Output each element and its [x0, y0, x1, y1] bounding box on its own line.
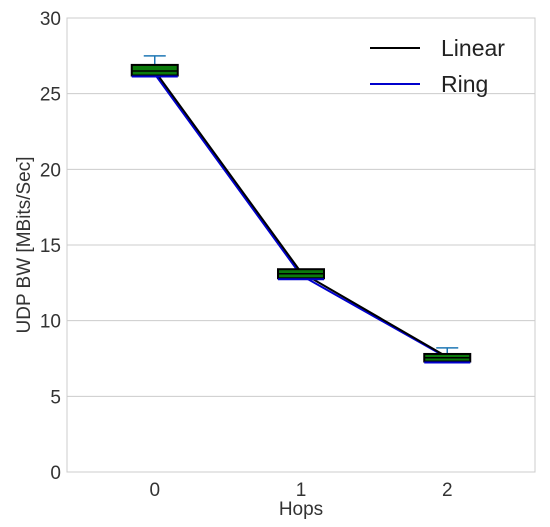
y-tick-label: 20 — [40, 160, 61, 181]
x-axis-label: Hops — [279, 499, 323, 520]
y-tick-label: 15 — [40, 236, 61, 257]
x-tick-label: 2 — [442, 480, 453, 501]
x-tick-label: 0 — [149, 480, 160, 501]
box-body — [130, 63, 179, 77]
y-tick-label: 5 — [50, 387, 61, 408]
y-axis-ticks: 0 5 10 15 20 25 30 — [40, 9, 61, 484]
legend: Linear Ring — [370, 35, 505, 97]
x-tick-label: 1 — [296, 480, 307, 501]
plot-frame — [66, 17, 536, 473]
y-axis-label: UDP BW [MBits/Sec] — [14, 156, 35, 333]
series-lines — [153, 70, 448, 359]
legend-label-ring: Ring — [441, 71, 488, 97]
y-tick-label: 0 — [50, 463, 61, 484]
box-plots — [130, 55, 472, 364]
y-tick-label: 10 — [40, 312, 61, 333]
x-axis-ticks: 0 1 2 — [149, 480, 452, 501]
y-tick-label: 25 — [40, 85, 61, 106]
series-line-ring — [153, 73, 448, 359]
legend-label-linear: Linear — [441, 35, 505, 61]
y-tick-label: 30 — [40, 9, 61, 30]
series-line-linear — [153, 70, 448, 358]
